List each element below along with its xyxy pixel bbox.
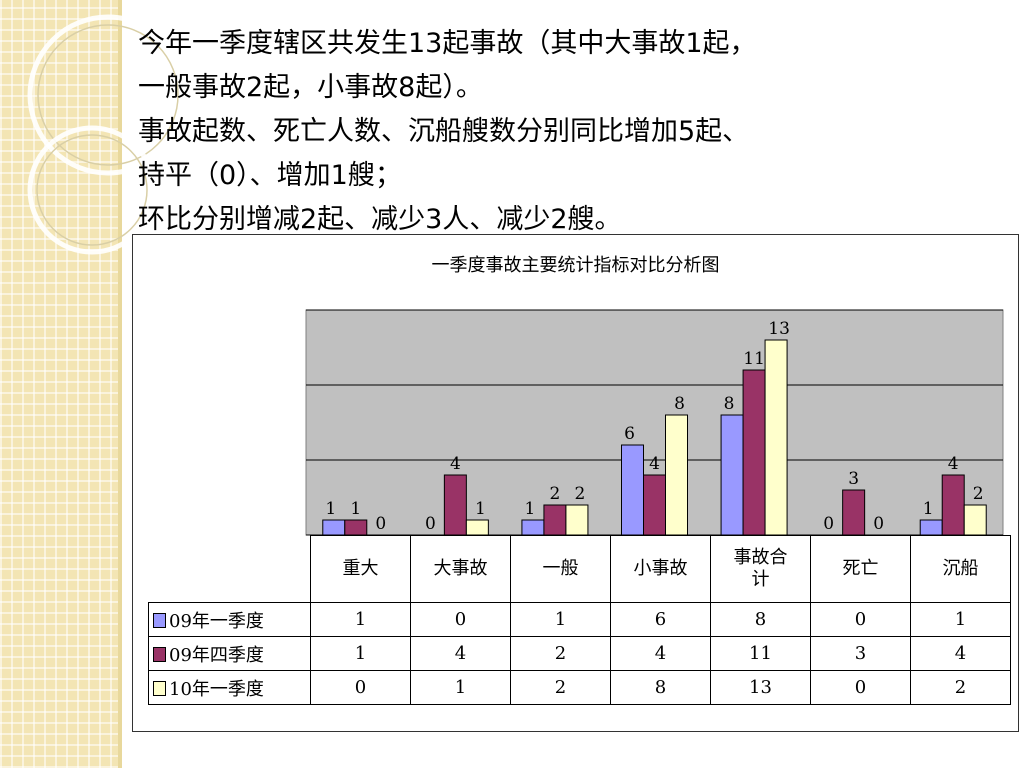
table-value-cell: 8: [710, 602, 811, 637]
chart-title: 一季度事故主要统计指标对比分析图: [431, 255, 720, 276]
data-label: 2: [575, 484, 586, 504]
table-value-cell: 2: [910, 670, 1011, 705]
data-label: 0: [823, 514, 834, 534]
table-value-cell: 1: [410, 670, 511, 705]
data-label: 11: [743, 349, 765, 369]
legend-entry: 09年四季度: [148, 636, 311, 671]
category-label: 大事故: [410, 535, 511, 603]
bar: [465, 519, 489, 536]
legend-entry: 10年一季度: [148, 670, 311, 705]
data-label: 2: [550, 484, 561, 504]
decorative-strip-edge: [118, 0, 122, 768]
category-label: 重大: [310, 535, 411, 603]
legend-entry: 09年一季度: [148, 602, 311, 637]
table-value-cell: 1: [310, 636, 411, 671]
slide-text-line: 环比分别增减2起、减少3人、减少2艘。: [138, 204, 622, 235]
data-label: 8: [724, 394, 735, 414]
slide-text-line: 事故起数、死亡人数、沉船艘数分别同比增加5起、: [138, 116, 750, 147]
slide-text-line: 一般事故2起，小事故8起）。: [138, 72, 483, 103]
legend-label: 10年一季度: [169, 678, 264, 700]
table-value-cell: 13: [710, 670, 811, 705]
table-value-cell: 3: [810, 636, 911, 671]
table-value-cell: 0: [410, 602, 511, 637]
legend-swatch: [153, 612, 166, 628]
bar: [665, 414, 688, 536]
data-label: 0: [873, 514, 884, 534]
data-label: 4: [649, 454, 660, 474]
bar: [322, 519, 346, 536]
table-value-cell: 1: [910, 602, 1011, 637]
category-label: 死亡: [810, 535, 911, 603]
data-label: 4: [450, 454, 461, 474]
table-value-cell: 0: [310, 670, 411, 705]
bar: [963, 504, 987, 536]
table-row: 09年一季度 1 0 1 6 8 0 1: [148, 602, 1011, 637]
table-value-cell: 4: [410, 636, 511, 671]
table-value-cell: 1: [510, 602, 611, 637]
table-corner-cell: [149, 536, 311, 603]
slide-text-line: 持平（0）、增加1艘；: [138, 160, 402, 191]
data-label: 6: [624, 424, 635, 444]
table-value-cell: 8: [610, 670, 711, 705]
data-label: 1: [923, 499, 934, 519]
table-value-cell: 2: [510, 636, 611, 671]
data-label: 3: [848, 469, 859, 489]
table-value-cell: 6: [610, 602, 711, 637]
data-label: 0: [425, 514, 436, 534]
bar: [720, 414, 744, 536]
data-label: 2: [973, 484, 984, 504]
bar: [941, 474, 965, 536]
table-value-cell: 4: [610, 636, 711, 671]
legend-swatch: [153, 680, 166, 696]
data-label: 4: [948, 454, 959, 474]
bar: [919, 519, 943, 536]
bar: [842, 489, 866, 536]
table-value-cell: 4: [910, 636, 1011, 671]
category-label: 一般: [510, 535, 611, 603]
decorative-rings: [27, 14, 189, 255]
bar: [742, 369, 766, 536]
chart-data-table: 重大 大事故 一般 小事故 事故合计死亡 沉船 09年一季度 1 0 1 6 8 0 1 09年四季度 1 4 2…: [148, 535, 1011, 705]
table-row: 10年一季度 0 1 2 8 13 0 2: [148, 670, 1011, 705]
data-label: 1: [350, 499, 361, 519]
table-value-cell: 11: [710, 636, 811, 671]
bar: [521, 519, 545, 536]
bar: [764, 339, 788, 536]
slide-text-line: 今年一季度辖区共发生13起事故（其中大事故1起，: [138, 28, 757, 59]
category-label: 小事故: [610, 535, 711, 603]
legend-label: 09年一季度: [169, 610, 264, 632]
data-label: 1: [325, 499, 336, 519]
data-label: 1: [525, 499, 536, 519]
bar: [443, 474, 467, 536]
category-label: 事故合计: [710, 535, 811, 603]
table-value-cell: 1: [310, 602, 411, 637]
data-label: 1: [475, 499, 486, 519]
data-label: 13: [768, 319, 790, 339]
bar: [344, 519, 368, 536]
category-label: 沉船: [910, 535, 1011, 603]
slide-body-text: 今年一季度辖区共发生13起事故（其中大事故1起， 一般事故2起，小事故8起）。 …: [138, 22, 1018, 242]
legend-label: 09年四季度: [169, 644, 264, 666]
data-label: 8: [674, 394, 685, 414]
data-label: 0: [375, 514, 386, 534]
legend-swatch: [153, 646, 166, 662]
bar: [565, 504, 589, 536]
table-row: 09年四季度 1 4 2 4 11 3 4: [148, 636, 1011, 671]
table-value-cell: 0: [810, 670, 911, 705]
bar: [543, 504, 567, 536]
bar: [621, 444, 644, 536]
bar: [643, 474, 666, 536]
table-value-cell: 0: [810, 602, 911, 637]
table-header-row: 重大 大事故 一般 小事故 事故合计死亡 沉船: [149, 535, 1011, 603]
table-value-cell: 2: [510, 670, 611, 705]
